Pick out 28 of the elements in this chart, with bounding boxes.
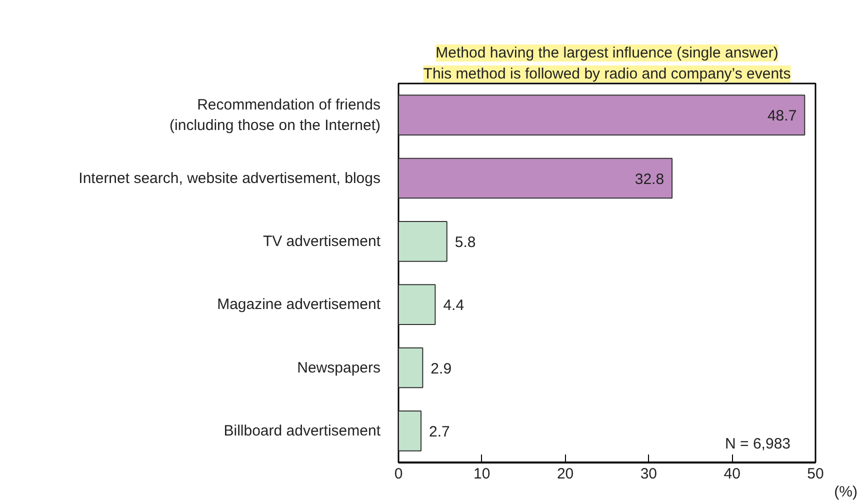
x-tick-label: 10 — [474, 466, 490, 482]
annotation: N = 6,983 — [725, 436, 791, 452]
data-label: 48.7 — [767, 108, 797, 125]
chart-subtitle: This method is followed by radio and company’s events — [423, 66, 791, 82]
x-axis-title: (%) — [834, 484, 858, 500]
y-tick-label: TV advertisement — [262, 232, 382, 250]
data-label: 5.8 — [454, 234, 476, 251]
bar — [398, 410, 422, 452]
y-tick-label: Magazine advertisement — [217, 296, 382, 314]
data-label: 2.7 — [429, 423, 450, 440]
x-tick-label: 0 — [394, 466, 403, 482]
x-tick-label: 50 — [807, 466, 824, 482]
x-tick-label: 30 — [640, 466, 658, 482]
y-tick-label: Billboard advertisement — [224, 422, 382, 440]
chart-title: Method having the largest influence (single answer) — [436, 44, 778, 62]
data-label: 32.8 — [634, 170, 664, 188]
bar — [398, 221, 448, 262]
data-label: 4.4 — [443, 297, 464, 314]
y-tick-label: Newspapers — [297, 359, 381, 376]
x-tick-label: 20 — [556, 466, 574, 482]
y-tick-label: Recommendation of friends (including those on the Internet) — [170, 96, 381, 134]
bar — [398, 94, 806, 136]
bar — [398, 158, 673, 199]
data-label: 2.9 — [430, 360, 452, 378]
x-tick-label: 40 — [724, 466, 740, 482]
bar — [398, 347, 424, 388]
bar — [398, 284, 436, 325]
y-tick-label: Internet search, website advertisement, blogs — [78, 170, 381, 187]
